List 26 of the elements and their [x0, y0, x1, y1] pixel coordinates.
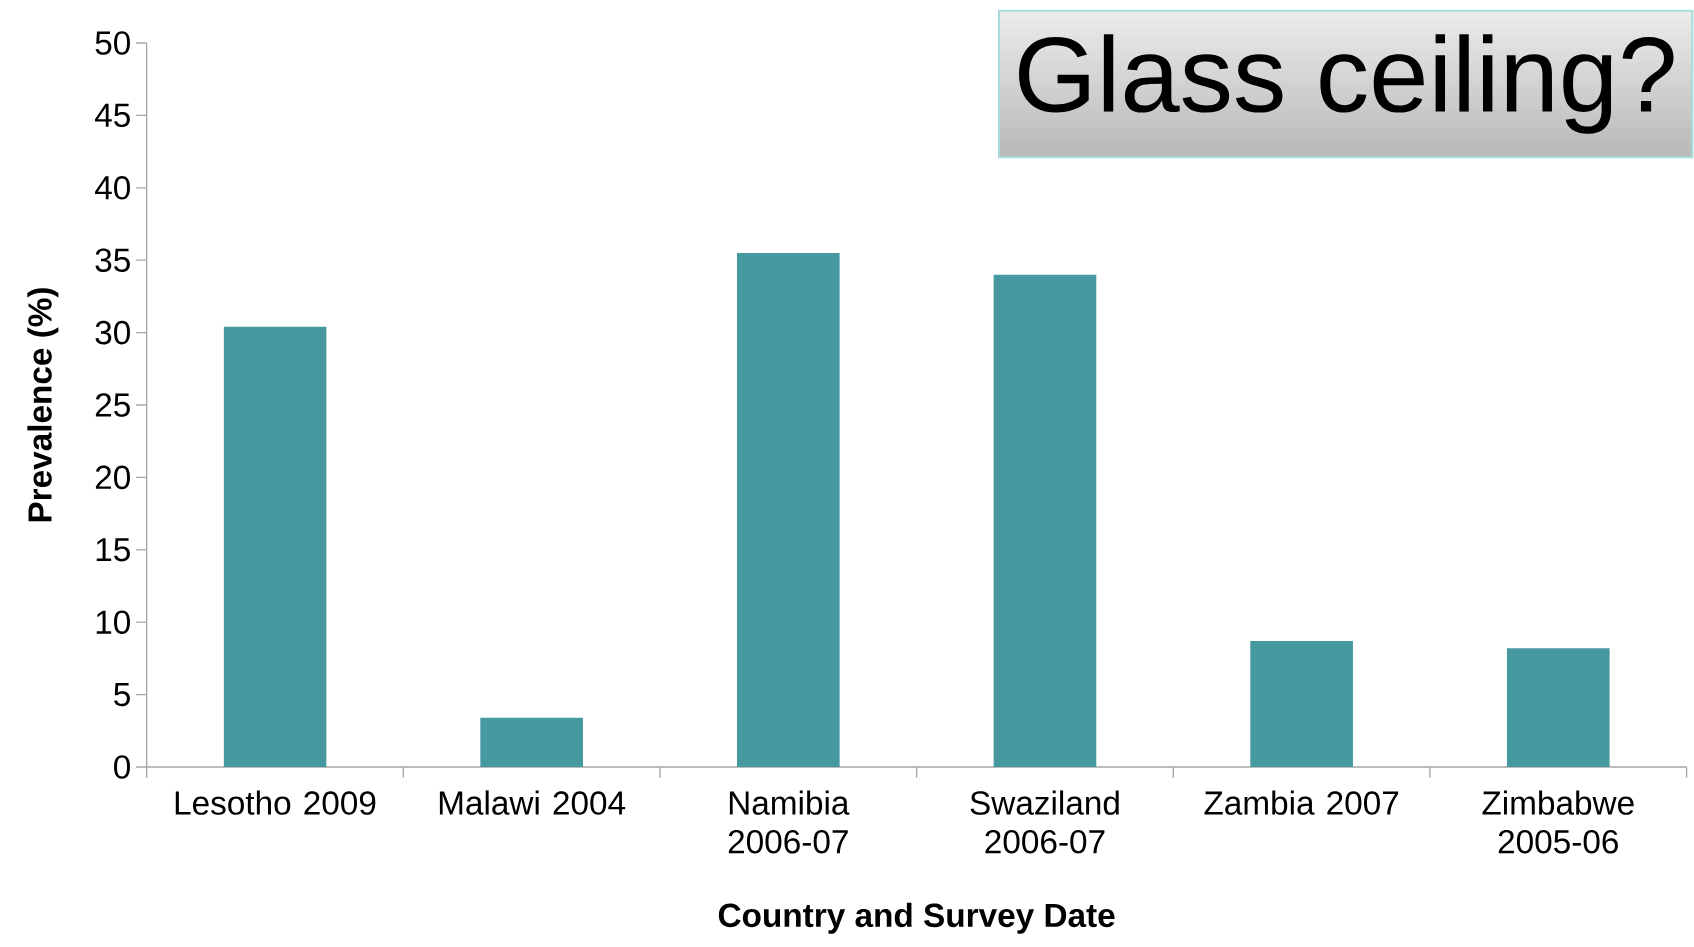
y-tick-label: 35: [95, 248, 130, 273]
y-tick-label: 5: [114, 682, 130, 707]
x-tick-label: Zimbabwe 2005-06: [1482, 790, 1634, 854]
x-axis-title: Country and Survey Date: [718, 902, 1115, 934]
x-tick-label: Swaziland 2006-07: [970, 790, 1119, 854]
bar: [1506, 648, 1610, 767]
x-tick-label: Namibia 2006-07: [728, 790, 850, 854]
bar: [480, 717, 583, 767]
bar: [1250, 641, 1353, 767]
y-tick-label: 45: [94, 103, 130, 128]
chart-title: Glass ceiling?: [1019, 34, 1674, 134]
y-tick-label: 30: [95, 320, 130, 345]
bar: [223, 326, 327, 767]
y-tick-label: 0: [114, 755, 130, 779]
x-tick-label: Zambia 2007: [1204, 790, 1399, 815]
y-tick-label: 50: [95, 31, 130, 55]
y-tick-label: 15: [96, 538, 130, 562]
y-tick-label: 40: [94, 176, 130, 200]
y-tick-label: 25: [95, 393, 130, 417]
y-tick-label: 20: [95, 465, 130, 490]
x-tick-label: Malawi 2004: [439, 790, 626, 815]
y-tick-label: 10: [96, 610, 130, 635]
x-tick-label: Lesotho 2009: [175, 790, 376, 815]
bar: [993, 274, 1097, 767]
bar: [736, 252, 840, 767]
y-axis-title: Prevalence (%): [27, 288, 59, 522]
